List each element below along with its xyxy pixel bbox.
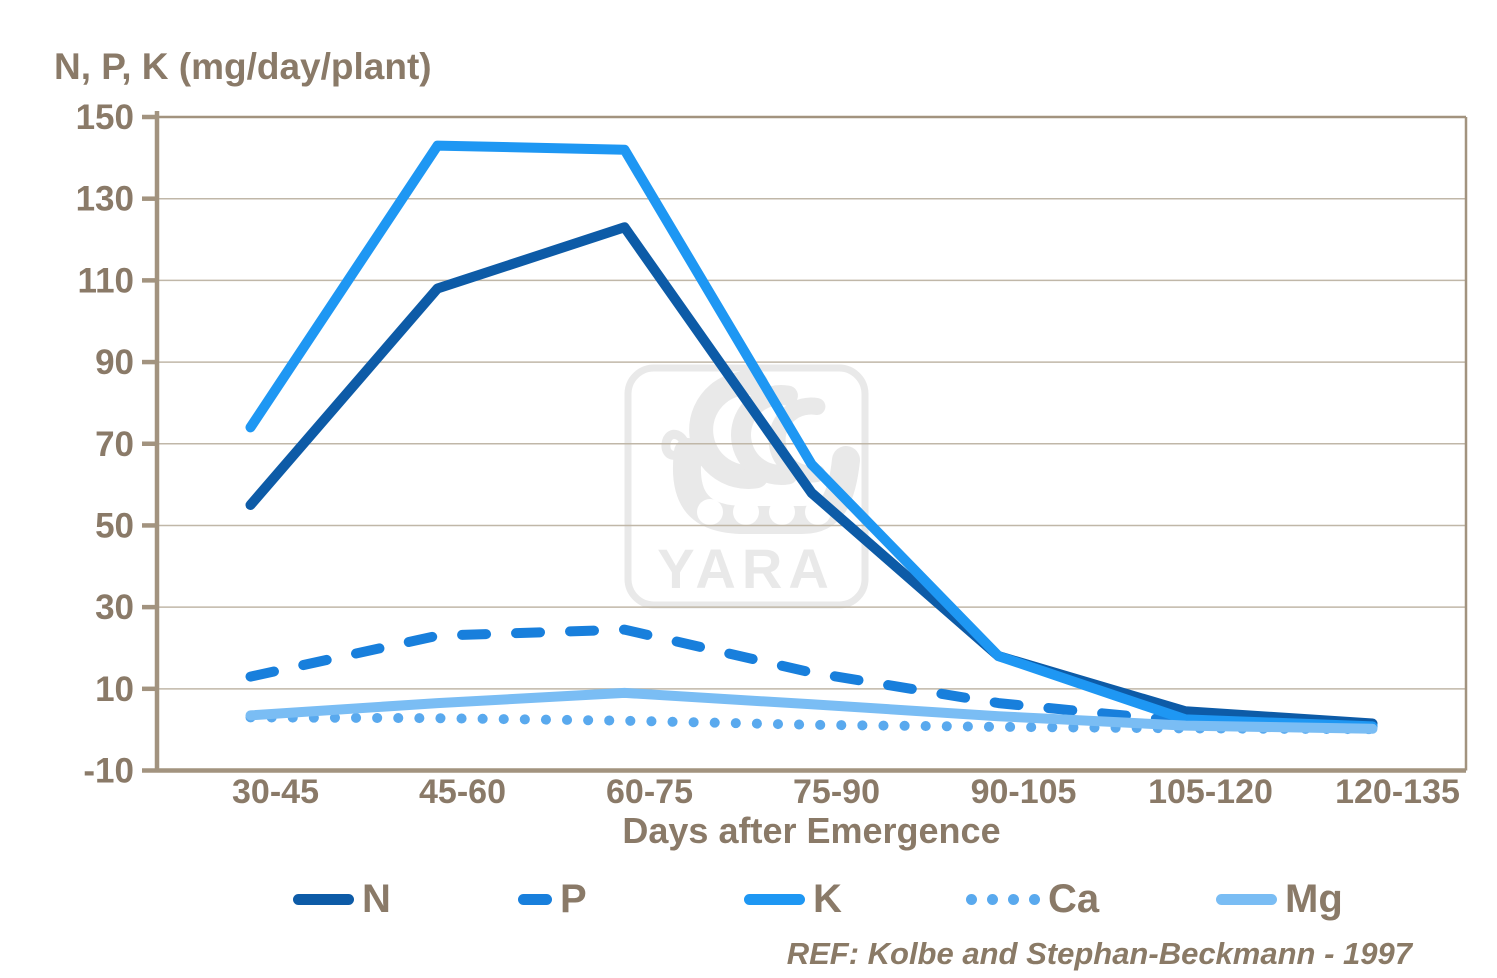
- x-tick-label: 75-90: [793, 773, 880, 811]
- x-tick-label: 90-105: [971, 773, 1077, 811]
- x-axis-title: Days after Emergence: [622, 810, 1001, 851]
- legend-label: Ca: [1048, 877, 1100, 921]
- y-tick-label: 70: [95, 425, 134, 464]
- legend-swatch-Ca: [966, 893, 1040, 905]
- series-line-N: [245, 222, 1378, 729]
- watermark-hull-circle: [733, 499, 759, 525]
- y-tick-label: 10: [95, 670, 134, 709]
- watermark-hull-circle: [769, 499, 795, 525]
- y-tick-label: 90: [95, 343, 134, 382]
- y-tick-label: 110: [78, 261, 134, 300]
- legend-dot-icon: [987, 893, 998, 905]
- chart-title: N, P, K (mg/day/plant): [54, 46, 432, 87]
- x-tick-label: 30-45: [232, 773, 319, 811]
- y-tick-label: 30: [95, 588, 134, 627]
- legend-swatch-N: [293, 893, 354, 905]
- y-tick-label: 50: [95, 506, 134, 545]
- x-tick-label: 120-135: [1335, 773, 1460, 811]
- reference-note: REF: Kolbe and Stephan-Beckmann - 1997: [786, 936, 1412, 971]
- legend-item-Ca: Ca: [966, 876, 1099, 922]
- x-tick-label: 105-120: [1148, 773, 1273, 811]
- legend-label: N: [362, 877, 391, 921]
- legend-dot-icon: [1008, 893, 1019, 905]
- legend-label: K: [813, 877, 842, 921]
- x-tick-label: 45-60: [419, 773, 506, 811]
- series-line-Ca: [245, 712, 1378, 735]
- y-tick-label: 150: [76, 98, 134, 137]
- watermark-hull-circle: [697, 499, 723, 525]
- legend-item-Mg: Mg: [1216, 876, 1343, 922]
- legend-dot-icon: [966, 893, 977, 905]
- legend-dot-icon: [1029, 893, 1040, 905]
- series-line-Mg: [245, 687, 1378, 734]
- watermark-border: [624, 364, 869, 609]
- y-tick-label: 130: [76, 180, 134, 219]
- legend-label: P: [560, 877, 587, 921]
- legend-swatch-Mg: [1216, 893, 1277, 905]
- legend-label: Mg: [1285, 877, 1343, 921]
- legend-item-P: P: [518, 876, 587, 922]
- legend: N P K Ca Mg: [0, 876, 1497, 922]
- series-line-K: [245, 140, 1378, 732]
- legend-swatch-K: [744, 893, 805, 905]
- legend-swatch-P: [518, 893, 552, 905]
- y-tick-label: -10: [83, 752, 134, 791]
- legend-item-N: N: [293, 876, 391, 922]
- legend-item-K: K: [744, 876, 842, 922]
- x-tick-label: 60-75: [606, 773, 693, 811]
- watermark-text: YARA: [657, 537, 835, 600]
